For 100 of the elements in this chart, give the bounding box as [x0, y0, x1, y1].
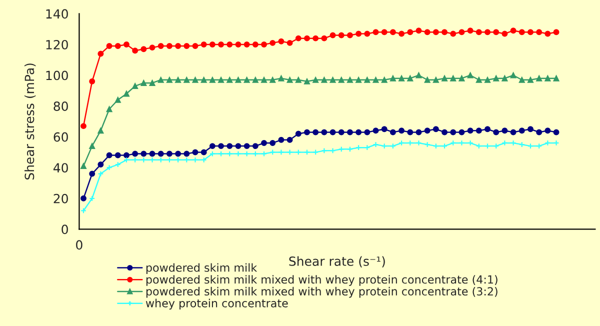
point	[330, 148, 336, 154]
point	[114, 152, 121, 158]
point	[244, 41, 250, 48]
point	[270, 40, 276, 46]
point	[209, 76, 216, 83]
point	[346, 32, 353, 38]
point	[518, 76, 525, 83]
point	[184, 150, 190, 157]
point	[528, 76, 534, 83]
point	[536, 75, 542, 82]
point	[432, 29, 439, 36]
point	[484, 29, 490, 36]
point	[114, 96, 121, 103]
point	[175, 43, 182, 49]
point	[510, 28, 516, 34]
point	[450, 30, 456, 37]
point	[304, 129, 310, 136]
point	[330, 129, 336, 136]
point	[338, 32, 344, 38]
point	[398, 30, 405, 37]
y-tick-label: 100	[46, 70, 68, 80]
point	[98, 162, 104, 168]
point	[158, 43, 164, 49]
point	[544, 140, 551, 146]
point	[544, 30, 551, 37]
point	[553, 29, 560, 36]
point	[553, 129, 560, 136]
point	[346, 76, 353, 83]
point	[553, 75, 560, 82]
point	[235, 150, 242, 157]
point	[184, 43, 190, 49]
point	[261, 140, 267, 146]
point	[502, 128, 508, 134]
point	[226, 143, 233, 150]
point	[502, 140, 508, 146]
point	[98, 128, 104, 134]
point	[80, 123, 86, 130]
point	[89, 170, 96, 177]
point	[493, 129, 500, 136]
point	[467, 72, 474, 78]
point	[450, 75, 456, 82]
point	[544, 75, 551, 82]
point	[226, 76, 233, 83]
point	[184, 76, 190, 83]
point	[442, 75, 448, 82]
point	[536, 129, 542, 136]
y-tick-label: 0	[62, 224, 68, 234]
point	[544, 128, 551, 134]
point	[518, 29, 525, 36]
point	[390, 129, 396, 136]
point	[175, 76, 182, 83]
point	[372, 128, 379, 134]
point	[518, 128, 525, 134]
point	[106, 43, 112, 49]
point	[106, 152, 112, 158]
point	[132, 150, 138, 157]
legend-label: powdered skim milk mixed with whey protein concentrate (3:2)	[146, 286, 498, 298]
point	[200, 76, 207, 83]
text: 0	[76, 240, 82, 250]
point	[244, 150, 250, 157]
point	[278, 149, 284, 156]
point	[312, 76, 319, 83]
point	[114, 43, 121, 49]
point	[502, 75, 508, 82]
point	[261, 76, 267, 83]
point	[244, 143, 250, 150]
point	[132, 48, 138, 54]
point	[493, 75, 500, 82]
point	[321, 76, 328, 83]
point	[476, 128, 482, 134]
point	[89, 78, 96, 84]
point	[381, 76, 388, 83]
point	[218, 41, 224, 48]
point	[295, 76, 302, 83]
point	[158, 150, 164, 157]
point	[235, 76, 242, 83]
point	[390, 29, 396, 36]
point	[80, 195, 86, 202]
point	[484, 126, 490, 132]
point	[278, 38, 284, 44]
point	[312, 35, 319, 42]
point	[536, 29, 542, 36]
point	[467, 28, 474, 34]
point	[295, 130, 302, 137]
point	[416, 72, 422, 78]
point	[304, 149, 310, 156]
point	[123, 41, 130, 48]
point	[407, 129, 414, 136]
point	[252, 41, 258, 48]
point	[442, 129, 448, 136]
y-tick-label: 120	[46, 40, 68, 50]
point	[166, 43, 172, 49]
point	[270, 140, 276, 146]
point	[458, 129, 465, 136]
point	[372, 29, 379, 36]
y-tick-label: 20	[54, 194, 68, 204]
x-axis-title: Shear rate (s⁻¹)	[289, 256, 385, 268]
point	[175, 150, 182, 157]
point	[286, 40, 293, 46]
point	[218, 76, 224, 83]
